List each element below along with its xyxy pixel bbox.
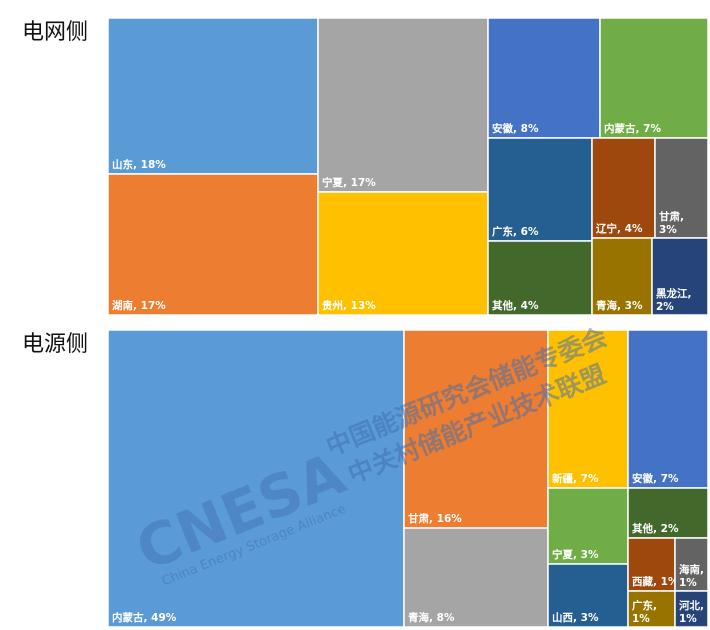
cell-label: 内蒙古, 7%: [604, 122, 661, 135]
cell-grid-广东: 广东, 6%: [487, 137, 593, 242]
cell-label: 海南, 1%: [679, 563, 704, 589]
cell-grid-山东: 山东, 18%: [107, 17, 319, 175]
cell-label: 黑龙江, 2%: [656, 287, 692, 313]
cell-grid-其他: 其他, 4%: [487, 240, 593, 316]
cell-label: 安徽, 8%: [492, 122, 539, 135]
cell-rect: [107, 17, 319, 175]
cell-label: 甘肃, 3%: [659, 210, 684, 236]
cell-rect: [651, 237, 709, 316]
cell-grid-贵州: 贵州, 13%: [317, 191, 489, 316]
cell-label: 山东, 18%: [112, 158, 166, 171]
cell-label: 其他, 4%: [492, 299, 539, 312]
cell-rect: [627, 329, 709, 489]
cell-label: 广东, 1%: [632, 599, 657, 625]
cell-source-其他: 其他, 2%: [627, 487, 709, 539]
source-side-title: 电源侧: [22, 332, 89, 357]
cell-label: 青海, 3%: [596, 299, 643, 312]
cell-source-西藏: 西藏, 1%: [627, 537, 679, 592]
cell-source-宁夏: 宁夏, 3%: [547, 487, 629, 565]
cell-rect: [591, 237, 653, 316]
cell-label: 宁夏, 17%: [322, 176, 376, 189]
cell-label: 广东, 6%: [492, 225, 539, 238]
cell-source-广东: 广东, 1%: [627, 590, 676, 628]
cell-grid-辽宁: 辽宁, 4%: [591, 137, 656, 239]
cell-grid-湖南: 湖南, 17%: [107, 173, 319, 316]
cell-grid-黑龙江: 黑龙江, 2%: [651, 237, 709, 316]
cell-rect: [674, 537, 709, 592]
cell-label: 新疆, 7%: [552, 472, 599, 485]
cell-rect: [654, 137, 709, 239]
cell-label: 其他, 2%: [632, 522, 679, 535]
cell-source-海南: 海南, 1%: [674, 537, 709, 592]
cell-rect: [547, 563, 629, 628]
grid-side-title: 电网侧: [22, 20, 89, 45]
cell-rect: [317, 191, 489, 316]
cell-label: 甘肃, 16%: [408, 512, 462, 525]
cell-label: 安徽, 7%: [632, 472, 679, 485]
cell-grid-甘肃: 甘肃, 3%: [654, 137, 709, 239]
cell-grid-安徽: 安徽, 8%: [487, 17, 601, 139]
cell-source-安徽: 安徽, 7%: [627, 329, 709, 489]
cell-label: 青海, 8%: [408, 611, 455, 624]
cell-source-甘肃: 甘肃, 16%: [403, 329, 549, 529]
cell-rect: [627, 487, 709, 539]
cell-label: 宁夏, 3%: [552, 548, 599, 561]
cell-rect: [403, 527, 549, 628]
cell-grid-宁夏: 宁夏, 17%: [317, 17, 489, 193]
cell-grid-内蒙古: 内蒙古, 7%: [599, 17, 709, 139]
cell-label: 湖南, 17%: [112, 299, 166, 312]
cell-source-河北: 河北, 1%: [674, 590, 709, 628]
cell-label: 贵州, 13%: [322, 299, 376, 312]
cell-rect: [627, 590, 676, 628]
cell-rect: [487, 17, 601, 139]
cell-rect: [317, 17, 489, 193]
cell-label: 河北, 1%: [679, 599, 704, 625]
cell-label: 西藏, 1%: [632, 575, 679, 588]
cell-rect: [674, 590, 709, 628]
cell-label: 辽宁, 4%: [596, 222, 643, 235]
cell-source-山西: 山西, 3%: [547, 563, 629, 628]
cell-label: 内蒙古, 49%: [112, 611, 177, 624]
cell-rect: [627, 537, 676, 592]
cell-source-新疆: 新疆, 7%: [547, 329, 629, 489]
cell-rect: [599, 17, 709, 139]
cell-rect: [107, 173, 319, 316]
cell-label: 山西, 3%: [552, 611, 599, 624]
cell-rect: [403, 329, 549, 529]
cell-source-青海: 青海, 8%: [403, 527, 549, 628]
cell-rect: [547, 329, 629, 489]
cell-grid-青海: 青海, 3%: [591, 237, 653, 316]
